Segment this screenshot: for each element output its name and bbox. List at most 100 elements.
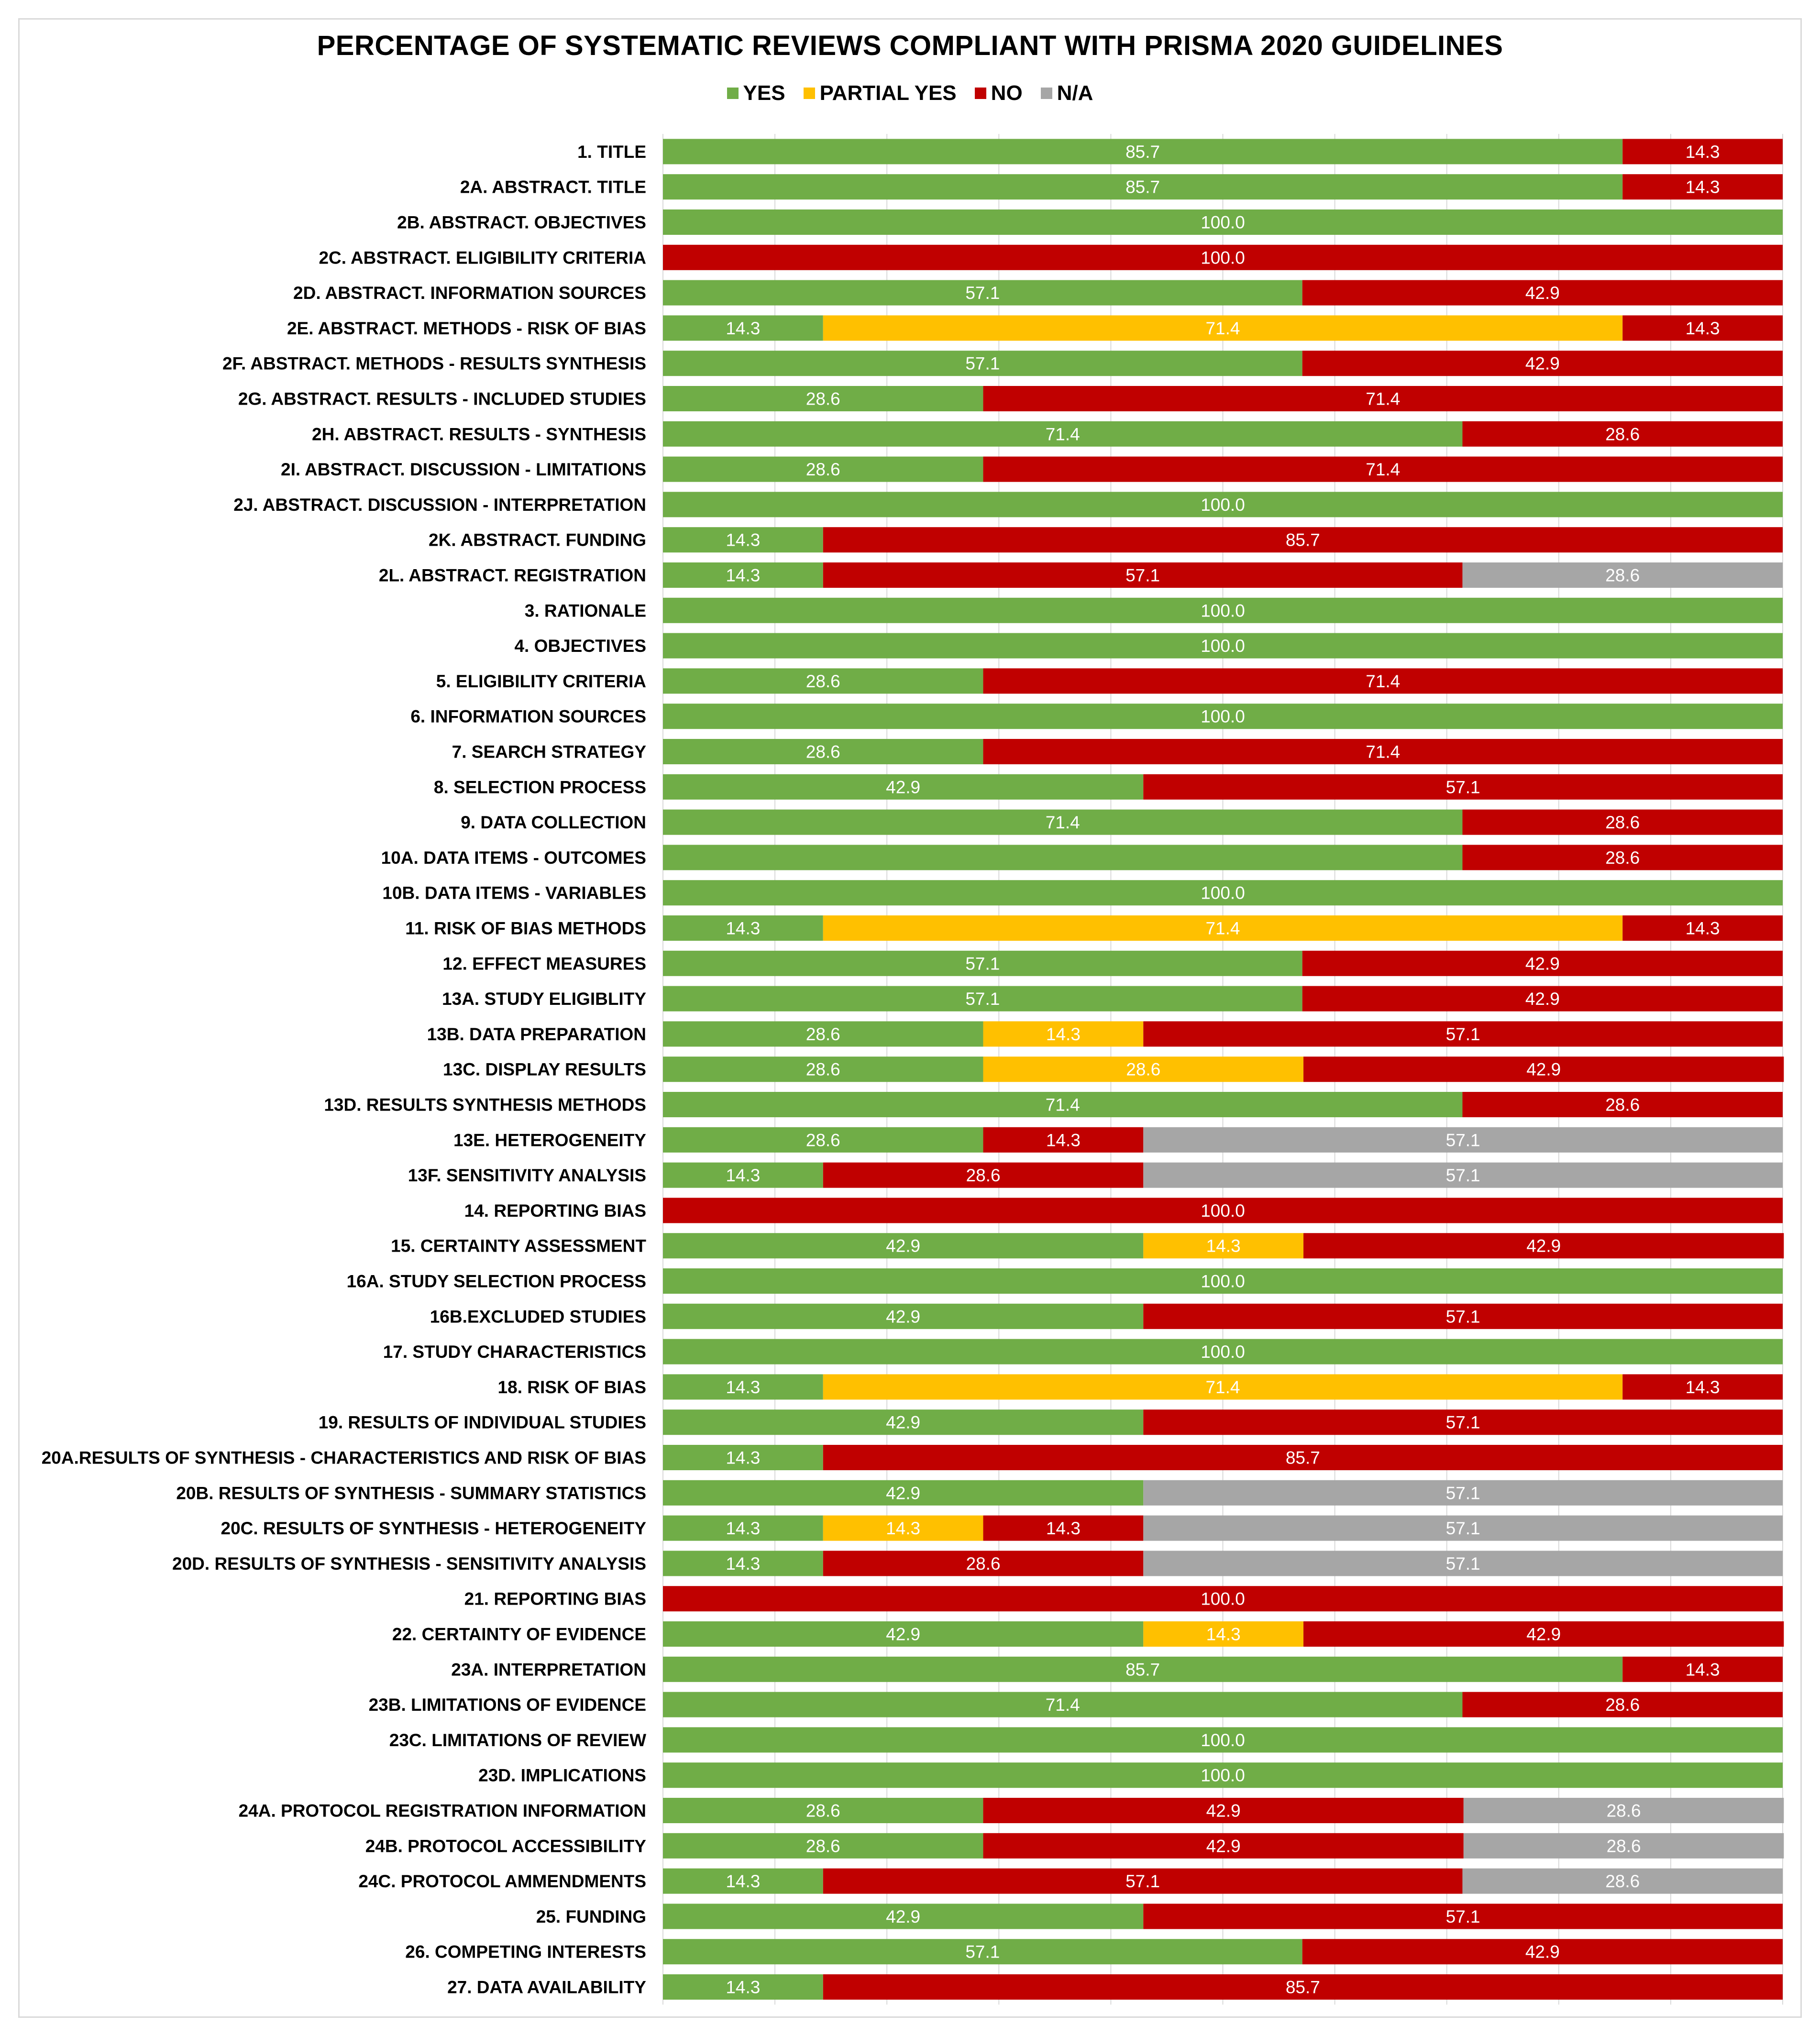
legend-label-yes: YES [743,81,785,105]
category-label: 22. CERTAINTY OF EVIDENCE [392,1625,646,1644]
data-label-yes: 42.9 [886,1413,920,1432]
bar-segment-no [1143,1904,1783,1929]
data-label-yes: 28.6 [806,460,840,479]
chart-title: PERCENTAGE OF SYSTEMATIC REVIEWS COMPLIA… [317,30,1503,61]
data-label-yes: 100.0 [1201,213,1245,232]
data-label-no: 28.6 [1605,848,1640,868]
category-label: 2I. ABSTRACT. DISCUSSION - LIMITATIONS [281,460,646,479]
data-label-yes: 14.3 [726,566,760,585]
bar-segment-yes [663,1268,1783,1294]
bar-segment-yes [663,562,823,588]
data-label-yes: 71.4 [1046,1695,1080,1715]
data-label-na: 57.1 [1446,1554,1480,1574]
bar-segment-yes [663,739,983,764]
data-label-na: 28.6 [1605,566,1640,585]
data-label-yes: 57.1 [965,954,1000,973]
bar-segment-yes [663,950,1302,976]
category-label: 19. RESULTS OF INDIVIDUAL STUDIES [319,1413,646,1432]
data-label-yes: 28.6 [806,1836,840,1856]
bar-segment-no [1302,986,1783,1012]
data-label-yes: 28.6 [806,671,840,691]
data-label-no: 14.3 [1686,1377,1720,1397]
data-label-yes: 57.1 [965,354,1000,374]
data-label-partial: 14.3 [1206,1236,1241,1256]
category-label: 2G. ABSTRACT. RESULTS - INCLUDED STUDIES [238,389,646,409]
data-label-no: 85.7 [1286,1448,1320,1468]
bar-segment-no [1622,174,1783,200]
bar-segment-yes [663,986,1302,1012]
data-label-yes: 85.7 [1125,1660,1160,1679]
data-label-yes: 28.6 [806,742,840,762]
bar-segment-no [1462,421,1783,447]
data-label-no: 71.4 [1366,742,1400,762]
data-label-yes: 85.7 [1125,142,1160,162]
bar-segment-no [823,1445,1783,1470]
bar-segment-partial [983,1021,1144,1047]
data-label-yes: 28.6 [806,1801,840,1821]
bar-segment-yes [663,492,1783,517]
data-label-yes: 100.0 [1201,495,1245,515]
bar-segment-yes [663,1445,823,1470]
category-label: 2J. ABSTRACT. DISCUSSION - INTERPRETATIO… [233,495,646,515]
data-label-yes: 28.6 [806,1024,840,1044]
category-label: 16B.EXCLUDED STUDIES [430,1307,646,1326]
bar-segment-yes [663,845,1463,870]
data-label-no: 100.0 [1201,248,1245,267]
category-label: 20D. RESULTS OF SYNTHESIS - SENSITIVITY … [172,1554,646,1574]
data-label-no: 71.4 [1366,671,1400,691]
category-label: 24A. PROTOCOL REGISTRATION INFORMATION [239,1801,646,1821]
category-label: 12. EFFECT MEASURES [442,954,646,973]
bar-segment-no [1462,845,1783,870]
data-label-no: 14.3 [1686,919,1720,938]
category-label: 13D. RESULTS SYNTHESIS METHODS [324,1095,646,1115]
bar-segment-yes [663,386,983,411]
category-label: 2B. ABSTRACT. OBJECTIVES [397,213,646,232]
bar-segment-yes [663,1057,983,1082]
data-label-yes: 57.1 [965,989,1000,1009]
data-label-yes: 100.0 [1201,1766,1245,1785]
category-label: 2E. ABSTRACT. METHODS - RISK OF BIAS [287,319,646,338]
data-label-no: 100.0 [1201,1201,1245,1221]
bar-segment-na [1143,1127,1783,1153]
bar-segment-no [1302,1939,1783,1965]
category-label: 23C. LIMITATIONS OF REVIEW [389,1730,646,1750]
category-label: 24B. PROTOCOL ACCESSIBILITY [365,1836,647,1856]
data-label-partial: 71.4 [1205,919,1240,938]
category-label: 15. CERTAINTY ASSESSMENT [391,1236,646,1256]
bar-segment-yes [663,809,1463,835]
legend-label-partial-yes: PARTIAL YES [819,81,957,105]
bar-segment-na [1462,562,1783,588]
data-label-no: 57.1 [1446,1413,1480,1432]
category-label: 27. DATA AVAILABILITY [447,1978,646,1997]
data-label-yes: 14.3 [726,1377,760,1397]
bar-segment-yes [663,1233,1144,1259]
category-label: 13C. DISPLAY RESULTS [443,1060,646,1079]
data-label-no: 57.1 [1446,1307,1480,1326]
data-label-yes: 14.3 [726,1978,760,1997]
data-label-no: 57.1 [1125,566,1160,585]
bar-segment-no [983,386,1783,411]
bar-segment-no [1622,139,1783,165]
category-label: 2L. ABSTRACT. REGISTRATION [379,566,646,585]
chart-legend: YES PARTIAL YES NO N/A [0,81,1820,105]
category-label: 13A. STUDY ELIGIBLITY [442,989,646,1009]
bar-segment-yes [663,174,1623,200]
category-label: 20A.RESULTS OF SYNTHESIS - CHARACTERISTI… [42,1448,646,1468]
bar-segment-no [983,668,1783,694]
category-label: 18. RISK OF BIAS [498,1377,646,1397]
data-label-no: 14.3 [1046,1519,1081,1538]
bar-segment-partial [823,315,1623,341]
data-label-no: 28.6 [1605,813,1640,832]
data-label-yes: 71.4 [1046,424,1080,444]
bar-segment-yes [663,1339,1783,1365]
bar-segment-yes [663,1656,1623,1682]
bar-segment-no [1622,915,1783,941]
data-label-no: 14.3 [1686,142,1720,162]
bar-segment-no [823,527,1783,553]
data-label-partial: 14.3 [1046,1024,1081,1044]
category-label: 8. SELECTION PROCESS [434,777,646,797]
bar-segment-yes [663,1551,823,1576]
data-label-no: 42.9 [1525,954,1560,973]
data-label-na: 28.6 [1605,1871,1640,1891]
